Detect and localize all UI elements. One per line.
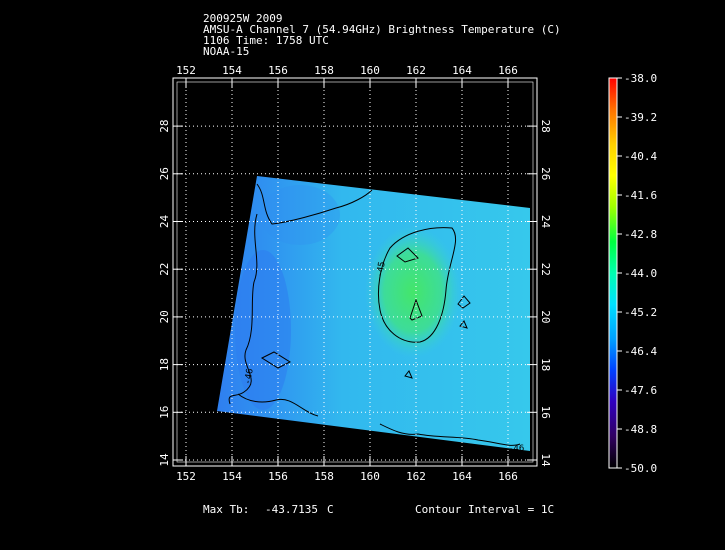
colorbar-label: -39.2 <box>624 111 657 124</box>
lon-label-top: 158 <box>314 64 334 77</box>
max-tb-unit: C <box>327 503 334 516</box>
lat-label-left: 26 <box>158 167 171 180</box>
colorbar-label: -44.0 <box>624 267 657 280</box>
contour-label-45: -45 <box>375 261 388 279</box>
contour-blob-east2 <box>459 320 468 329</box>
colorbar-label: -42.8 <box>624 228 657 241</box>
lat-label-left: 16 <box>158 406 171 419</box>
lat-label-right: 22 <box>539 263 552 276</box>
contour-45-core <box>377 227 457 343</box>
colorbar-label: -41.6 <box>624 189 657 202</box>
lon-label-top: 166 <box>498 64 518 77</box>
lon-label-bottom: 152 <box>176 470 196 483</box>
lat-label-right: 20 <box>539 310 552 323</box>
lat-label-right: 18 <box>539 358 552 371</box>
contour-label-46-east: -46 <box>508 444 524 454</box>
lat-label-right: 14 <box>539 453 552 467</box>
lat-label-left: 18 <box>158 358 171 371</box>
lat-label-left: 22 <box>158 263 171 276</box>
colorbar-label: -50.0 <box>624 462 657 475</box>
title-line-3: 1106 Time: 1758 UTC <box>203 34 329 47</box>
lon-label-bottom: 166 <box>498 470 518 483</box>
lat-label-right: 16 <box>539 406 552 419</box>
lon-label-bottom: 164 <box>452 470 472 483</box>
lon-label-top: 154 <box>222 64 242 77</box>
title-line-2: AMSU-A Channel 7 (54.94GHz) Brightness T… <box>203 23 561 36</box>
lat-label-left: 28 <box>158 119 171 132</box>
contour-inner-north <box>396 247 419 263</box>
lat-label-left: 14 <box>158 453 171 467</box>
lon-label-top: 156 <box>268 64 288 77</box>
title-line-1: 200925W 2009 <box>203 12 283 25</box>
lon-label-bottom: 162 <box>406 470 426 483</box>
lon-label-bottom: 154 <box>222 470 242 483</box>
max-tb-value: -43.7135 <box>265 503 318 516</box>
plot-frame <box>172 77 538 467</box>
swath-image <box>217 176 530 451</box>
contour-blob-south <box>404 370 413 379</box>
lon-label-bottom: 158 <box>314 470 334 483</box>
colorbar-label: -46.4 <box>624 345 657 358</box>
lat-lon-grid <box>173 78 537 466</box>
lat-label-left: 24 <box>158 215 171 229</box>
lon-label-top: 152 <box>176 64 196 77</box>
colorbar-label: -38.0 <box>624 72 657 85</box>
contour-label-46-west: -46 <box>243 368 256 386</box>
colorbar-label: -47.6 <box>624 384 657 397</box>
colorbar <box>608 77 618 469</box>
contour-lines <box>228 183 521 446</box>
lat-label-right: 28 <box>539 119 552 132</box>
title-line-4: NOAA-15 <box>203 45 250 58</box>
lon-label-top: 162 <box>406 64 426 77</box>
lat-label-right: 26 <box>539 167 552 180</box>
colorbar-label: -45.2 <box>624 306 657 319</box>
lon-label-bottom: 160 <box>360 470 380 483</box>
plot-frame-inner <box>176 81 534 463</box>
lon-label-top: 164 <box>452 64 472 77</box>
lat-label-right: 24 <box>539 215 552 229</box>
contour-inner-south <box>409 298 423 321</box>
colorbar-label: -48.8 <box>624 423 657 436</box>
lon-label-bottom: 156 <box>268 470 288 483</box>
colorbar-labels: -38.0 -39.2 -40.4 -41.6 -42.8 -44.0 -45.2 -46.4… <box>617 72 657 475</box>
tick-labels: 152 152 154 154 156 156 158 158 160 160 162 162 164 1… <box>158 64 552 483</box>
lon-label-top: 160 <box>360 64 380 77</box>
contour-interval: Contour Interval = 1C <box>415 503 555 516</box>
lat-label-left: 20 <box>158 310 171 323</box>
max-tb-label: Max Tb: <box>203 503 250 516</box>
colorbar-label: -40.4 <box>624 150 657 163</box>
contour-46-west <box>228 183 521 446</box>
